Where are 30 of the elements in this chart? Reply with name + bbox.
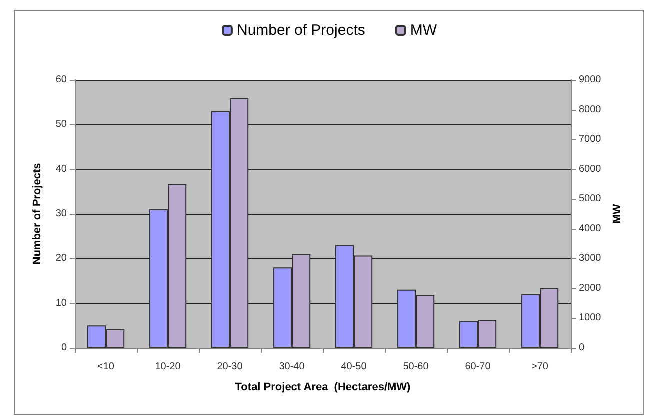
legend-label: MW	[410, 22, 438, 39]
y-axis-title: Number of Projects	[32, 163, 44, 265]
y2-tick-label: 3000	[579, 253, 602, 264]
x-tick-label: >70	[532, 362, 549, 372]
y-tick-label: 30	[56, 208, 68, 220]
x-axis-title: Total Project Area (Hectares/MW)	[235, 382, 412, 394]
y2-tick-label: 7000	[579, 134, 602, 146]
x-tick-label: 40-50	[341, 362, 368, 372]
y2-tick-label: 9000	[579, 74, 602, 86]
y-tick-label: 0	[61, 342, 68, 354]
y2-tick-label: 4000	[579, 223, 602, 234]
y2-tick-label: 1000	[579, 312, 602, 324]
x-tick-label: 60-70	[465, 362, 492, 372]
y2-tick-label: 0	[579, 342, 585, 354]
y-tick-label: 60	[56, 74, 68, 86]
y2-axis-title: MW	[612, 204, 624, 224]
x-tick-label: 50-60	[403, 362, 430, 372]
y2-tick-label: 8000	[579, 104, 602, 116]
x-tick-label: 30-40	[279, 362, 306, 372]
y2-tick-label: 6000	[579, 164, 602, 175]
x-tick-label: 10-20	[155, 362, 182, 372]
x-tick-label: <10	[98, 362, 115, 372]
legend-label: Number of Projects	[236, 22, 366, 39]
x-tick-label: 20-30	[217, 362, 244, 372]
y2-tick-label: 2000	[579, 282, 602, 294]
y2-tick-label: 5000	[579, 194, 602, 205]
y-tick-label: 10	[56, 298, 68, 309]
y-tick-label: 40	[56, 164, 68, 175]
y-tick-label: 50	[56, 119, 68, 130]
y-tick-label: 20	[56, 253, 68, 264]
